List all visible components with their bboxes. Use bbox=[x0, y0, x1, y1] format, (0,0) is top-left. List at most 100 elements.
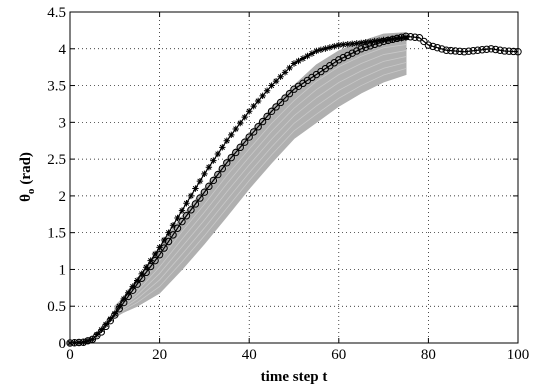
circle-marker bbox=[267, 107, 276, 116]
sample-trajectory bbox=[114, 68, 407, 317]
circle-marker bbox=[509, 47, 518, 56]
star-marker bbox=[295, 57, 302, 65]
star-marker bbox=[102, 321, 110, 328]
star-marker bbox=[317, 46, 325, 54]
circle-marker bbox=[249, 128, 258, 136]
star-marker bbox=[313, 47, 320, 55]
circle-marker bbox=[102, 322, 110, 331]
star-marker bbox=[277, 73, 284, 80]
star-marker bbox=[201, 170, 208, 178]
y-axis-symbol: θ bbox=[18, 194, 34, 202]
star-marker bbox=[151, 250, 159, 258]
star-marker bbox=[219, 144, 226, 151]
x-tick-label: 20 bbox=[152, 347, 167, 363]
circle-marker bbox=[353, 47, 361, 55]
star-marker bbox=[210, 157, 217, 164]
circle-marker bbox=[106, 316, 115, 325]
star-marker bbox=[205, 164, 213, 171]
y-tick-label: 4.5 bbox=[47, 5, 66, 21]
star-marker bbox=[263, 87, 271, 94]
circle-marker bbox=[388, 35, 397, 44]
circle-marker bbox=[339, 53, 347, 62]
y-tick-label: 1.5 bbox=[47, 226, 66, 242]
x-tick-label: 60 bbox=[331, 347, 346, 363]
circle-marker bbox=[227, 153, 235, 162]
circle-marker bbox=[281, 94, 289, 102]
circle-marker bbox=[124, 292, 132, 301]
circle-marker bbox=[496, 46, 504, 54]
circle-marker bbox=[151, 256, 159, 265]
star-marker bbox=[98, 326, 105, 333]
star-marker bbox=[299, 55, 307, 62]
x-tick-label: 40 bbox=[242, 347, 257, 363]
circle-marker bbox=[424, 41, 433, 49]
star-marker bbox=[308, 50, 316, 57]
circle-marker bbox=[344, 51, 352, 60]
circle-marker bbox=[357, 45, 365, 53]
star-marker bbox=[286, 64, 293, 72]
x-axis-title: time step t bbox=[261, 369, 328, 385]
circle-marker bbox=[451, 47, 459, 55]
circle-marker bbox=[375, 39, 383, 47]
circle-marker bbox=[370, 40, 379, 49]
circle-marker bbox=[115, 305, 123, 313]
star-marker bbox=[192, 185, 199, 192]
star-marker bbox=[362, 39, 369, 46]
circle-marker bbox=[411, 33, 419, 41]
circle-marker bbox=[93, 331, 101, 340]
x-tick-label: 100 bbox=[507, 347, 530, 363]
circle-marker bbox=[491, 45, 500, 54]
circle-marker bbox=[173, 224, 182, 232]
circle-marker bbox=[196, 194, 204, 202]
circle-marker bbox=[79, 338, 88, 346]
circle-marker bbox=[133, 280, 141, 288]
star-marker bbox=[326, 44, 334, 51]
star-marker bbox=[335, 41, 342, 49]
circle-marker bbox=[129, 286, 137, 294]
star-marker bbox=[187, 192, 195, 200]
star-marker bbox=[366, 38, 374, 45]
y-tick-label: 1 bbox=[59, 262, 67, 278]
circle-marker bbox=[258, 117, 267, 126]
circle-marker bbox=[361, 43, 370, 52]
y-tick-label: 0.5 bbox=[47, 299, 66, 315]
circle-marker bbox=[169, 231, 177, 239]
circle-marker bbox=[406, 33, 415, 41]
circle-marker bbox=[348, 49, 356, 57]
y-tick-label: 0 bbox=[59, 336, 67, 352]
circle-marker bbox=[505, 47, 513, 55]
circle-marker bbox=[120, 298, 128, 307]
star-marker bbox=[331, 43, 338, 50]
circle-marker bbox=[191, 200, 200, 208]
circle-marker bbox=[285, 89, 294, 98]
circle-marker bbox=[209, 176, 218, 185]
star-marker bbox=[169, 222, 177, 229]
circle-marker bbox=[155, 251, 164, 259]
circle-marker bbox=[241, 138, 249, 146]
star-marker bbox=[246, 108, 253, 115]
circle-marker bbox=[393, 34, 401, 43]
star-marker bbox=[183, 200, 190, 207]
circle-marker bbox=[245, 133, 253, 141]
circle-marker bbox=[111, 311, 119, 319]
star-marker bbox=[165, 229, 172, 236]
circle-marker bbox=[438, 45, 446, 53]
star-marker bbox=[174, 214, 181, 222]
star-marker bbox=[340, 41, 347, 48]
circle-marker bbox=[223, 159, 231, 167]
circle-marker bbox=[137, 274, 146, 282]
circle-marker bbox=[178, 217, 186, 226]
circle-marker bbox=[478, 46, 486, 54]
y-tick-label: 2 bbox=[59, 189, 67, 205]
circle-marker bbox=[384, 36, 392, 45]
y-tick-label: 3.5 bbox=[47, 79, 66, 95]
star-marker bbox=[214, 150, 222, 158]
circle-marker bbox=[473, 46, 482, 54]
circle-marker bbox=[146, 262, 155, 271]
plot-frame bbox=[69, 11, 519, 344]
star-marker bbox=[380, 36, 387, 44]
circle-marker bbox=[397, 33, 406, 41]
star-marker bbox=[116, 303, 123, 310]
y-tick-label: 4 bbox=[59, 42, 67, 58]
